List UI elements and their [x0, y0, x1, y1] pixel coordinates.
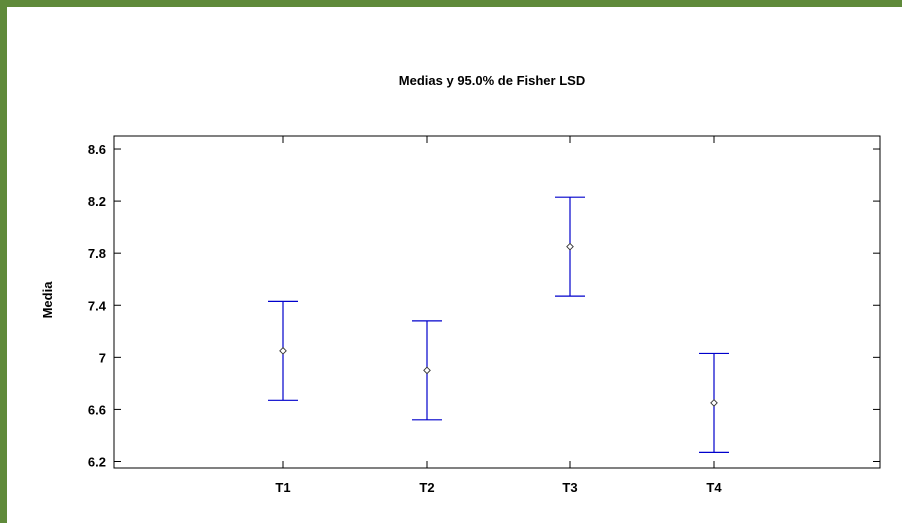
- error-bar-t1: [268, 300, 298, 401]
- mean-marker: [710, 399, 718, 407]
- y-tick-label: 7: [99, 350, 106, 365]
- y-axis-label: Media: [40, 281, 55, 319]
- plot-area: [113, 135, 881, 469]
- error-bar-t3: [555, 196, 585, 297]
- error-bar-t4: [699, 352, 729, 453]
- y-tick-label: 8.2: [88, 194, 106, 209]
- chart-title: Medias y 95.0% de Fisher LSD: [399, 73, 585, 88]
- x-axis: T1 T2 T3 T4: [275, 136, 722, 495]
- x-tick-label: T1: [275, 480, 290, 495]
- chart-svg: Medias y 95.0% de Fisher LSD Media 6.26.…: [40, 73, 881, 495]
- y-axis: 6.2 6.6 7 7.4 7.8 8.2 8.6: [88, 142, 880, 469]
- y-tick-label: 7.8: [88, 246, 106, 261]
- mean-marker: [423, 366, 431, 375]
- error-bar-t2: [412, 320, 442, 421]
- y-tick-label: 6.6: [88, 402, 106, 417]
- y-tick-label: 8.6: [88, 142, 106, 157]
- error-bars: [268, 196, 729, 453]
- mean-marker: [566, 242, 574, 251]
- y-tick-label: 7.4: [88, 298, 107, 313]
- mean-marker: [279, 346, 287, 355]
- x-tick-label: T2: [419, 480, 434, 495]
- x-tick-label: T4: [706, 480, 722, 495]
- x-tick-label: T3: [562, 480, 577, 495]
- y-tick-label: 6.2: [88, 454, 106, 469]
